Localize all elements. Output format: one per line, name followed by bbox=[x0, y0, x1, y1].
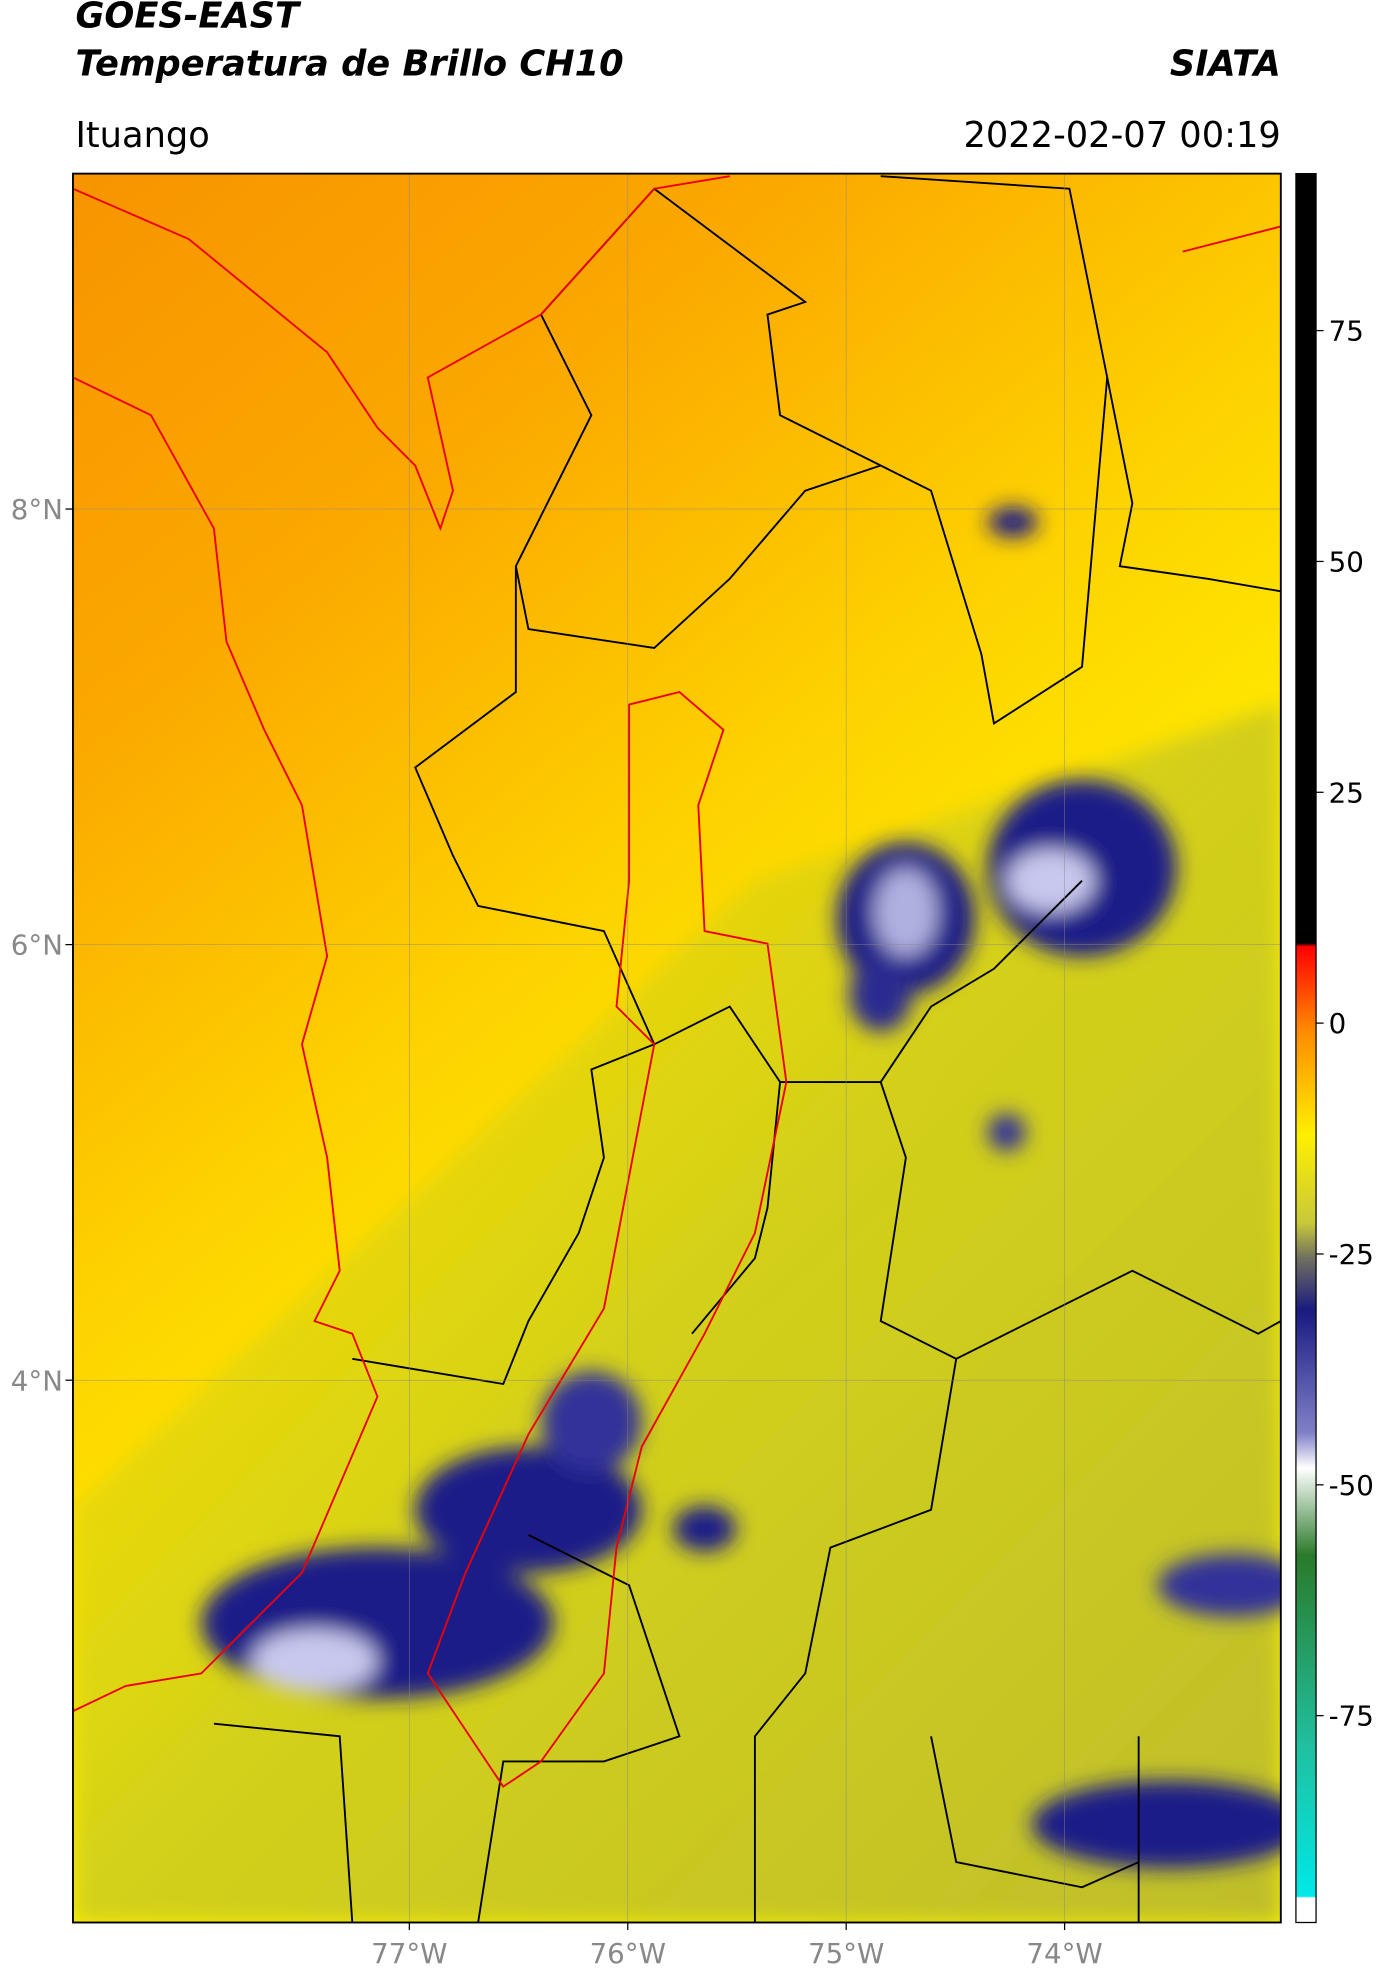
graticule bbox=[72, 173, 1281, 1923]
x-tick-label: 77°W bbox=[371, 1937, 447, 1970]
colorbar-tick-label: -75 bbox=[1329, 1700, 1374, 1733]
map-axes: 77°W 76°W 75°W 74°W 8°N 6°N 4°N bbox=[11, 493, 1103, 1970]
brand: SIATA bbox=[1170, 43, 1281, 84]
colorbar-tick-label: 75 bbox=[1329, 315, 1364, 348]
colorbar-tick-label: -25 bbox=[1329, 1238, 1374, 1271]
location: Ituango bbox=[75, 115, 209, 156]
colorbar-tick-label: 50 bbox=[1329, 546, 1364, 579]
borders bbox=[213, 175, 1281, 1923]
y-tick-label: 4°N bbox=[11, 1364, 63, 1397]
subtitle: Temperatura de Brillo CH10 bbox=[75, 43, 623, 84]
coastline bbox=[72, 175, 1281, 1788]
colorbar-tick-label: 25 bbox=[1329, 776, 1364, 809]
datetime: 2022-02-07 00:19 bbox=[963, 115, 1280, 156]
y-tick-label: 8°N bbox=[11, 493, 63, 526]
colorbar-axis: 75 50 25 0 -25 -50 -75 bbox=[1316, 315, 1374, 1733]
colorbar-tick-label: -50 bbox=[1329, 1469, 1374, 1502]
x-tick-label: 76°W bbox=[590, 1937, 666, 1970]
colorbar-tick-label: 0 bbox=[1329, 1007, 1347, 1040]
x-tick-label: 74°W bbox=[1026, 1937, 1102, 1970]
title: GOES-EAST bbox=[75, 0, 302, 37]
map bbox=[72, 173, 1281, 1923]
x-tick-label: 75°W bbox=[808, 1937, 884, 1970]
map-frame bbox=[72, 172, 1282, 1924]
y-tick-label: 6°N bbox=[11, 929, 63, 962]
colorbar bbox=[1295, 172, 1317, 1924]
